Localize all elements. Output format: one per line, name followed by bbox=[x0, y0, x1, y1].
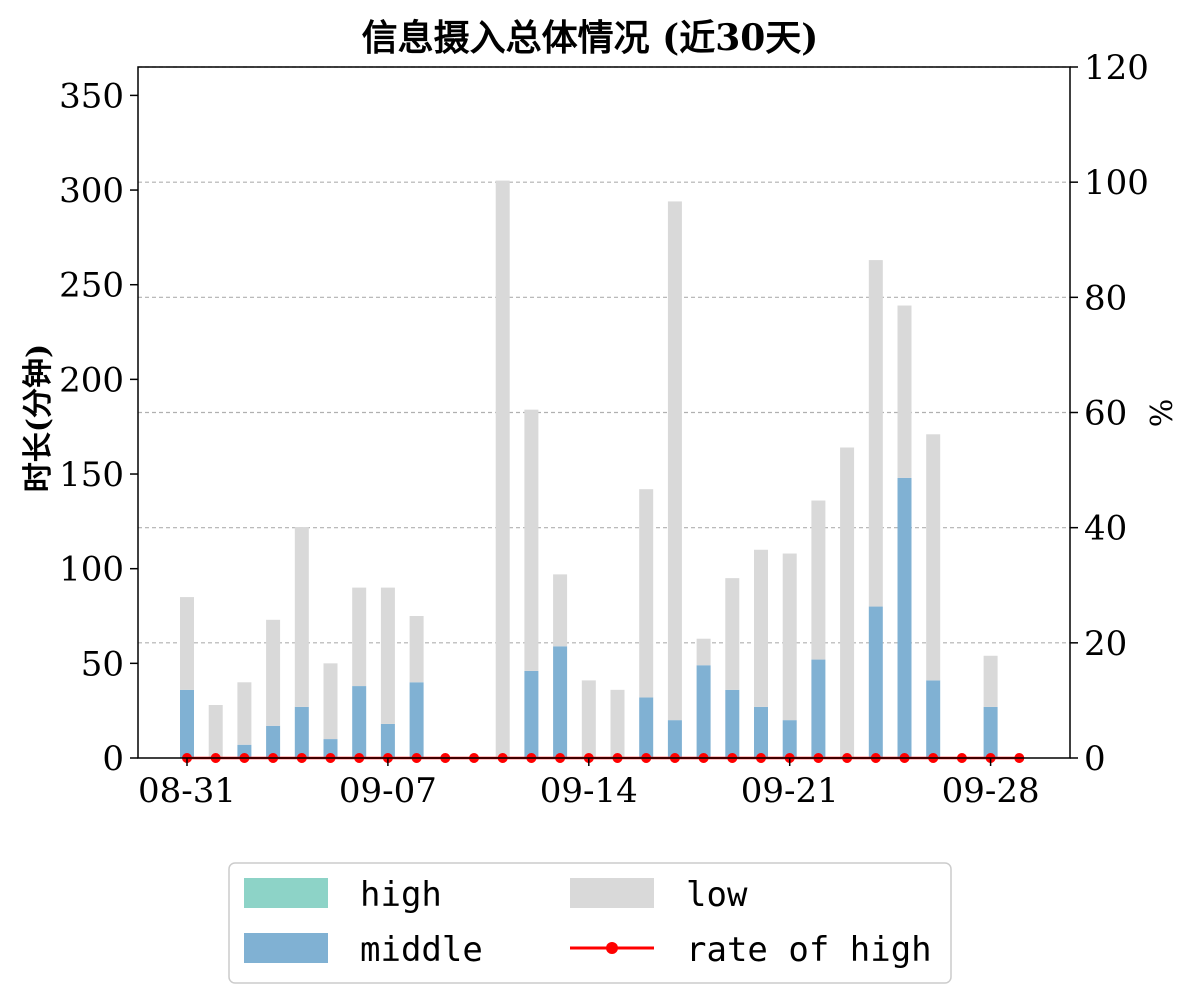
bar-low bbox=[294, 527, 309, 707]
bar-middle bbox=[782, 720, 797, 758]
bar-middle bbox=[266, 725, 281, 758]
bar-low bbox=[266, 619, 281, 726]
x-tick-label: 09-28 bbox=[942, 771, 1040, 811]
bar-middle bbox=[667, 720, 682, 758]
bar-low bbox=[581, 680, 596, 758]
x-tick-label: 09-14 bbox=[540, 771, 638, 811]
bar-middle bbox=[524, 670, 539, 758]
bar-low bbox=[926, 434, 941, 681]
y2-tick-label: 100 bbox=[1084, 163, 1149, 203]
y2-tick-label: 40 bbox=[1084, 509, 1127, 549]
bar-low bbox=[524, 409, 539, 671]
legend-label-low: low bbox=[686, 875, 748, 915]
bar-middle bbox=[868, 606, 883, 758]
y-axis-label: 时长(分钟) bbox=[21, 344, 56, 492]
bar-low bbox=[208, 704, 223, 758]
bar-middle bbox=[639, 697, 654, 758]
bar-low bbox=[868, 260, 883, 607]
bar-low bbox=[897, 305, 912, 478]
bar-middle bbox=[811, 659, 826, 758]
bar-low bbox=[840, 447, 855, 758]
bar-low bbox=[409, 616, 424, 683]
legend: high middle low rate of high bbox=[228, 862, 952, 984]
y2-axis-label: % bbox=[1145, 399, 1180, 428]
legend-frame bbox=[228, 862, 952, 984]
legend-swatch-low bbox=[570, 878, 654, 908]
legend-swatch-middle bbox=[244, 933, 328, 963]
bar-low bbox=[495, 180, 510, 758]
y-tick-label: 100 bbox=[59, 550, 124, 590]
bar-low bbox=[639, 489, 654, 698]
bar-low bbox=[323, 663, 338, 740]
bar-low bbox=[667, 201, 682, 721]
bar-middle bbox=[553, 646, 568, 758]
bar-middle bbox=[180, 689, 194, 758]
bar-low bbox=[782, 553, 797, 721]
x-tick-label: 08-31 bbox=[138, 771, 236, 811]
y-tick-label: 250 bbox=[59, 266, 124, 306]
bar-middle bbox=[380, 723, 395, 758]
bar-middle bbox=[725, 689, 740, 758]
y-tick-label: 150 bbox=[59, 455, 124, 495]
bar-middle bbox=[323, 739, 338, 758]
bar-middle bbox=[897, 477, 912, 758]
y-tick-label: 50 bbox=[81, 644, 124, 684]
y2-tick-label: 0 bbox=[1084, 739, 1106, 779]
legend-swatch-high bbox=[244, 878, 328, 908]
bar-low bbox=[553, 574, 568, 647]
bar-low bbox=[696, 638, 711, 666]
bar-middle bbox=[409, 682, 424, 758]
bar-middle bbox=[983, 706, 998, 758]
x-tick-label: 09-07 bbox=[339, 771, 437, 811]
bar-middle bbox=[696, 665, 711, 758]
y2-tick-label: 20 bbox=[1084, 624, 1127, 664]
bar-middle bbox=[294, 706, 309, 758]
bar-low bbox=[754, 549, 768, 707]
legend-marker-rate-of-high bbox=[606, 942, 618, 954]
y2-tick-label: 80 bbox=[1084, 278, 1127, 318]
y-tick-label: 350 bbox=[59, 76, 124, 116]
bar-low bbox=[380, 587, 395, 724]
y-axis-right: 0 20 40 60 80 100 120 bbox=[1070, 48, 1149, 779]
legend-label-rate-of-high: rate of high bbox=[686, 930, 932, 970]
bars bbox=[180, 180, 998, 758]
legend-label-high: high bbox=[360, 875, 442, 915]
bar-low bbox=[352, 587, 367, 687]
y2-tick-label: 120 bbox=[1084, 48, 1149, 88]
bar-low bbox=[610, 689, 625, 758]
chart-title: 信息摄入总体情况 (近30天) bbox=[362, 17, 819, 59]
y-tick-label: 300 bbox=[59, 171, 124, 211]
x-tick-label: 09-21 bbox=[741, 771, 839, 811]
bar-low bbox=[725, 578, 740, 690]
x-axis: 08-31 09-07 09-14 09-21 09-28 bbox=[138, 758, 1040, 811]
bar-middle bbox=[754, 706, 768, 758]
y-tick-label: 0 bbox=[102, 739, 124, 779]
y-tick-label: 200 bbox=[59, 360, 124, 400]
bar-middle bbox=[926, 680, 941, 758]
y2-tick-label: 60 bbox=[1084, 394, 1127, 434]
bar-middle bbox=[352, 686, 367, 758]
bar-low bbox=[811, 500, 826, 660]
legend-label-middle: middle bbox=[360, 930, 483, 970]
y-axis-left: 0 50 100 150 200 250 300 350 bbox=[59, 76, 138, 779]
bar-low bbox=[180, 597, 194, 690]
bar-low bbox=[237, 682, 252, 745]
bar-low bbox=[983, 655, 998, 707]
